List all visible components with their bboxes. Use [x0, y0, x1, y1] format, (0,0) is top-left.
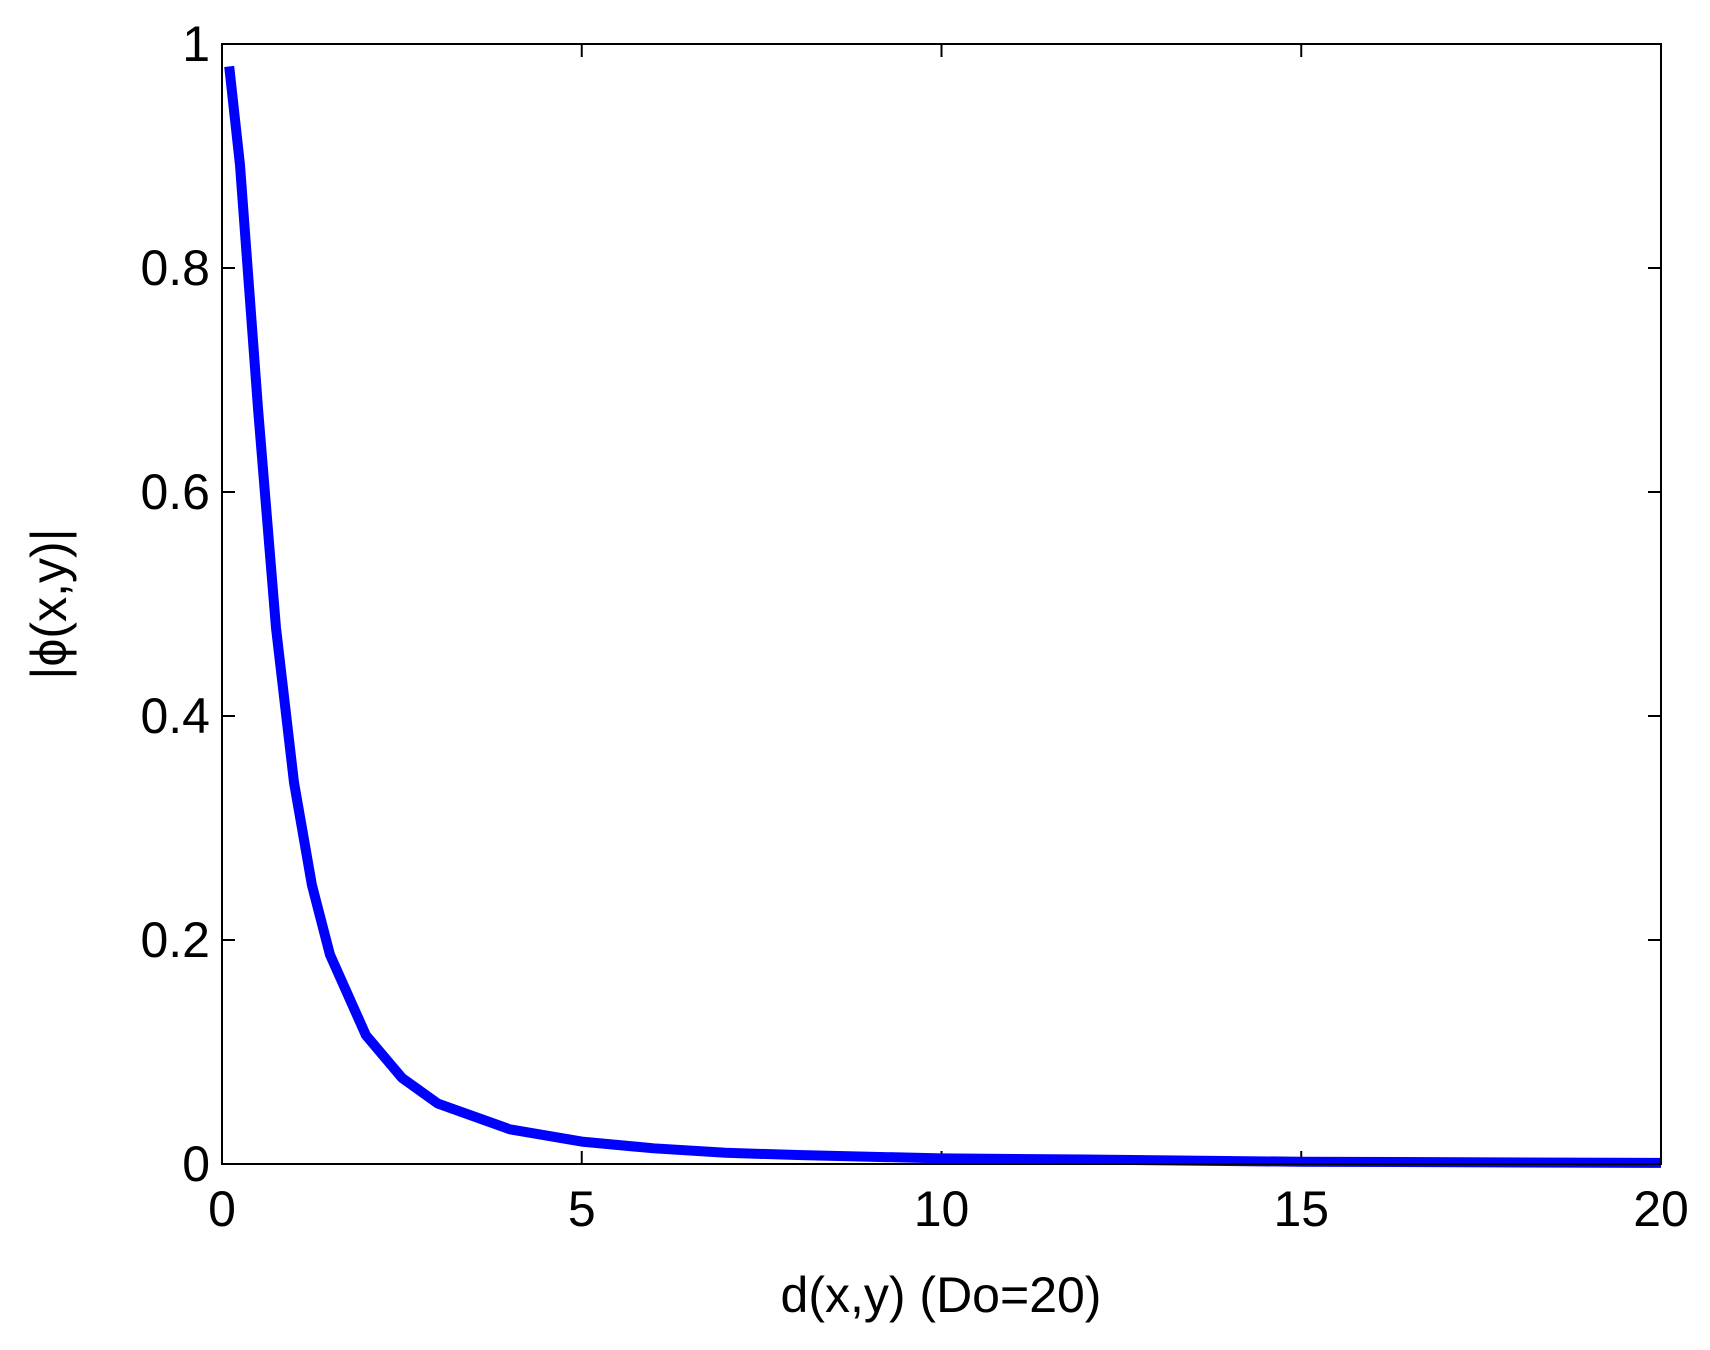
y-tick-label: 0.8 — [140, 240, 210, 296]
x-tick-label: 10 — [914, 1181, 970, 1237]
x-tick-label: 0 — [208, 1181, 236, 1237]
y-tick-label: 1 — [182, 16, 210, 72]
line-series — [224, 65, 1662, 1168]
x-tick-label: 5 — [568, 1181, 596, 1237]
plot-frame — [221, 43, 1662, 1165]
y-tick-label: 0.6 — [140, 464, 210, 520]
y-axis-label: |ϕ(x,y)| — [21, 528, 77, 679]
y-tick-label: 0.2 — [140, 912, 210, 968]
x-axis-label: d(x,y) (Do=20) — [781, 1267, 1102, 1323]
y-tick-label: 0 — [182, 1136, 210, 1192]
x-tick-label: 15 — [1273, 1181, 1329, 1237]
x-tick-label: 20 — [1633, 1181, 1689, 1237]
y-tick-label: 0.4 — [140, 688, 210, 744]
